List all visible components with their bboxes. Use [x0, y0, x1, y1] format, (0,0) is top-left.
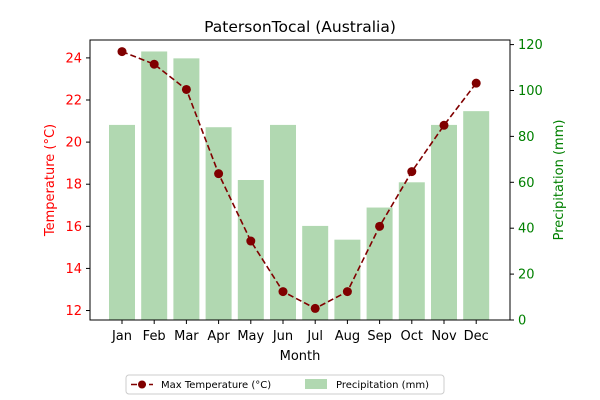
right-y-tick-label: 0 — [518, 314, 526, 329]
temperature-point — [310, 303, 320, 313]
temperature-point — [375, 221, 385, 231]
temperature-point — [214, 169, 224, 179]
precipitation-bar — [237, 180, 264, 320]
legend: Max Temperature (°C) Precipitation (mm) — [125, 374, 445, 395]
right-y-tick-label: 80 — [518, 130, 535, 145]
left-y-axis-label: Temperature (°C) — [43, 124, 58, 237]
temperature-point — [439, 120, 449, 130]
precipitation-bar — [431, 124, 457, 320]
temperature-point — [117, 47, 127, 57]
right-y-tick-label: 60 — [518, 176, 535, 191]
x-tick-label: Jun — [272, 329, 293, 344]
precipitation-bar — [205, 127, 232, 321]
x-tick-label: Aug — [335, 329, 360, 344]
temperature-point — [407, 167, 417, 177]
x-tick-label: Mar — [174, 329, 199, 344]
x-tick-label: Sep — [367, 329, 392, 344]
legend-label-precipitation: Precipitation (mm) — [336, 380, 429, 391]
left-y-axis: 12 14 16 18 20 22 24 — [65, 51, 90, 319]
temperature-point — [246, 236, 256, 246]
legend-marker-swatch — [138, 380, 146, 389]
x-tick-label: Oct — [401, 329, 423, 344]
x-tick-label: Apr — [207, 329, 230, 344]
temperature-point — [278, 287, 288, 297]
x-tick-label: Jan — [111, 329, 132, 344]
left-y-tick-label: 24 — [65, 51, 82, 66]
x-tick-label: May — [237, 329, 264, 344]
plot-frame — [89, 39, 511, 321]
right-y-tick-label: 100 — [518, 84, 543, 99]
x-tick-label: Nov — [431, 329, 457, 344]
left-y-tick-label: 22 — [65, 94, 82, 109]
x-tick-label: Jul — [306, 329, 323, 344]
right-y-tick-label: 120 — [518, 38, 543, 53]
precipitation-bar — [398, 182, 425, 320]
temperature-line — [117, 47, 481, 313]
left-y-tick-label: 20 — [65, 136, 82, 151]
chart-title: PatersonTocal (Australia) — [204, 18, 396, 36]
left-y-tick-label: 12 — [65, 304, 82, 319]
left-y-tick-label: 14 — [65, 262, 82, 277]
precipitation-bar — [141, 51, 168, 321]
x-tick-label: Feb — [143, 329, 166, 344]
legend-label-temperature: Max Temperature (°C) — [161, 380, 271, 391]
precipitation-bar — [173, 58, 200, 320]
x-axis: Jan Feb Mar Apr May Jun Jul Aug Sep Oct Nov Dec — [111, 320, 489, 344]
precipitation-bar — [334, 239, 361, 320]
right-y-axis-label: Precipitation (mm) — [552, 120, 567, 241]
left-y-tick-label: 18 — [65, 178, 82, 193]
temperature-point — [181, 84, 191, 94]
temperature-line-path — [121, 50, 477, 310]
temperature-point — [342, 287, 352, 297]
precipitation-bar — [109, 124, 135, 320]
temperature-point — [149, 59, 159, 69]
temperature-point — [471, 78, 481, 88]
right-y-axis: 0 20 40 60 80 100 120 — [510, 38, 543, 329]
legend-box — [125, 374, 445, 395]
precipitation-bar — [463, 111, 490, 320]
x-axis-label: Month — [280, 349, 321, 364]
right-y-tick-label: 40 — [518, 222, 535, 237]
right-y-tick-label: 20 — [518, 268, 535, 283]
left-y-tick-label: 16 — [65, 220, 82, 235]
x-tick-label: Dec — [464, 329, 489, 344]
legend-bar-swatch — [305, 379, 327, 389]
